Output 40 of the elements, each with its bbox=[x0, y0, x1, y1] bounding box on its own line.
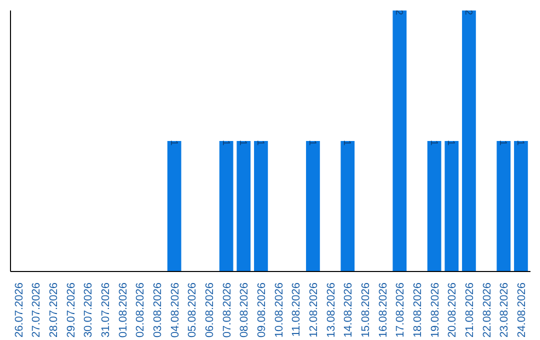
data-label: 1 bbox=[168, 140, 179, 146]
x-tick-label: 20.08.2026 bbox=[446, 282, 459, 338]
x-tick-label: 09.08.2026 bbox=[256, 282, 268, 338]
x-tick-label: 04.08.2026 bbox=[169, 282, 182, 338]
x-tick-label: 11.08.2026 bbox=[290, 282, 303, 337]
x-tick-label: 05.08.2026 bbox=[186, 282, 199, 338]
x-tick-label: 07.08.2026 bbox=[221, 282, 234, 338]
data-label: 1 bbox=[514, 140, 526, 146]
x-tick-label: 06.08.2026 bbox=[204, 282, 216, 338]
x-tick-label: 18.08.2026 bbox=[412, 282, 424, 338]
x-tick-label: 26.07.2026 bbox=[13, 282, 26, 338]
data-label: 1 bbox=[428, 140, 439, 146]
x-tick-label: 23.08.2026 bbox=[498, 282, 511, 338]
x-tick-label: 21.08.2026 bbox=[464, 282, 476, 338]
x-tick-label: 01.08.2026 bbox=[117, 282, 130, 338]
data-label: 1 bbox=[497, 140, 508, 146]
x-tick-label: 12.08.2026 bbox=[308, 282, 320, 338]
data-label: 1 bbox=[237, 140, 248, 146]
data-label: 1 bbox=[341, 140, 352, 146]
x-tick-label: 19.08.2026 bbox=[429, 282, 442, 338]
x-tick-label: 29.07.2026 bbox=[65, 282, 78, 338]
data-label: 1 bbox=[254, 140, 266, 146]
data-label: 1 bbox=[445, 140, 456, 146]
x-tick-label: 17.08.2026 bbox=[394, 282, 407, 338]
x-tick-label: 16.08.2026 bbox=[377, 282, 390, 338]
x-tick-label: 14.08.2026 bbox=[342, 282, 355, 338]
x-tick-label: 22.08.2026 bbox=[481, 282, 494, 338]
x-tick-label: 28.07.2026 bbox=[48, 282, 60, 338]
x-tick-label: 08.08.2026 bbox=[238, 282, 251, 338]
x-tick-label: 24.08.2026 bbox=[516, 282, 528, 338]
x-tick-label: 10.08.2026 bbox=[273, 282, 286, 338]
x-tick-label: 30.07.2026 bbox=[82, 282, 95, 338]
x-tick-label: 13.08.2026 bbox=[325, 282, 338, 338]
data-label: 1 bbox=[220, 140, 231, 146]
x-tick-label: 27.07.2026 bbox=[30, 282, 43, 338]
data-label: 1 bbox=[306, 140, 318, 146]
x-tick-label: 03.08.2026 bbox=[152, 282, 164, 338]
x-tick-label: 31.07.2026 bbox=[100, 282, 112, 338]
x-tick-label: 02.08.2026 bbox=[134, 282, 147, 338]
x-tick-label: 15.08.2026 bbox=[360, 282, 372, 338]
